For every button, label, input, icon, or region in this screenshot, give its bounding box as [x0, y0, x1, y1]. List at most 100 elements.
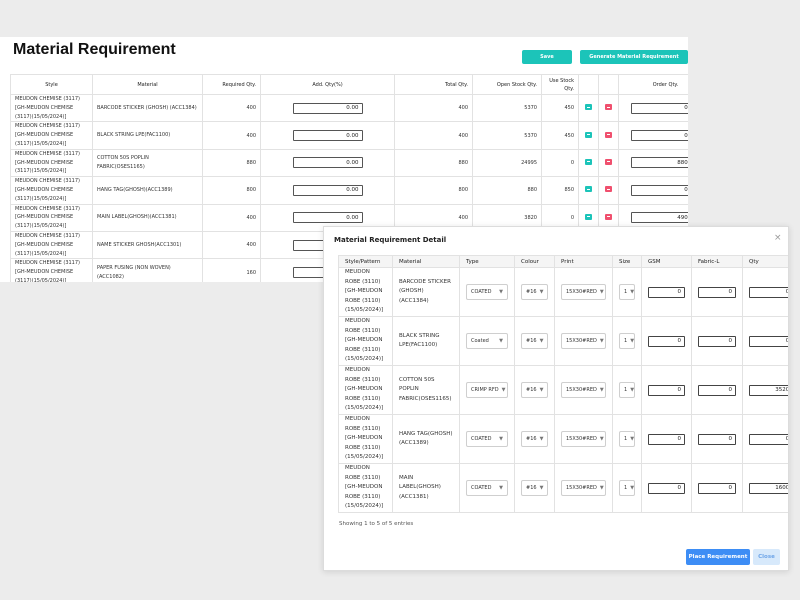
colour-select[interactable]: #16 ▼ — [521, 333, 548, 349]
col-header-add-qty: Add. Qty(%) — [260, 74, 395, 95]
minus-button[interactable] — [605, 158, 612, 165]
add-qty-input[interactable] — [292, 184, 363, 196]
cell-total-qty: 400 — [394, 93, 473, 123]
chevron-down-icon: ▼ — [539, 436, 544, 442]
size-select[interactable]: 1 ▼ — [619, 333, 635, 349]
order-qty-input[interactable] — [630, 212, 688, 224]
plus-button[interactable] — [585, 213, 592, 220]
minus-button[interactable] — [605, 104, 612, 111]
size-select[interactable]: 1 ▼ — [619, 431, 635, 447]
order-qty-input[interactable] — [630, 130, 688, 142]
type-value: COATED — [471, 436, 492, 442]
gsm-input[interactable] — [648, 384, 685, 396]
colour-select[interactable]: #16 ▼ — [521, 480, 548, 496]
fabric-l-input[interactable] — [698, 335, 736, 347]
add-qty-input[interactable] — [292, 212, 363, 224]
size-select[interactable]: 1 ▼ — [619, 284, 635, 300]
fabric-l-input[interactable] — [698, 384, 736, 396]
print-select[interactable]: 15X30#RED ▼ — [561, 431, 606, 447]
order-qty-input[interactable] — [630, 184, 688, 196]
place-requirement-button[interactable]: Place Requirement — [686, 549, 750, 565]
qty-input[interactable] — [749, 433, 788, 445]
add-qty-input[interactable] — [292, 102, 363, 114]
col-header-total-qty: Total Qty. — [394, 74, 473, 95]
cell-material: COTTON 50S POPLIN FABRIC(OSES1165) — [399, 376, 452, 402]
type-select[interactable]: COATED ▼ — [466, 480, 508, 496]
fabric-l-input[interactable] — [698, 286, 736, 298]
minus-button[interactable] — [605, 213, 612, 220]
type-value: COATED — [471, 289, 492, 295]
colour-value: #16 — [526, 387, 537, 393]
colour-select[interactable]: #16 ▼ — [521, 284, 548, 300]
order-qty-input[interactable] — [630, 102, 688, 114]
qty-input[interactable] — [749, 335, 788, 347]
chevron-down-icon: ▼ — [539, 485, 544, 491]
fabric-l-input[interactable] — [698, 433, 736, 445]
type-value: Coated — [471, 338, 489, 344]
size-select[interactable]: 1 ▼ — [619, 382, 635, 398]
close-button[interactable]: Close — [753, 549, 780, 565]
size-select[interactable]: 1 ▼ — [619, 480, 635, 496]
cell-material: PAPER FUSING (NON WOVEN) (ACC1082) — [97, 264, 171, 280]
table-row: MEUDON ROBE (3110) [GH-MEUDON ROBE (3110… — [338, 365, 788, 415]
gsm-input[interactable] — [648, 335, 685, 347]
minus-button[interactable] — [605, 186, 612, 193]
plus-button[interactable] — [585, 186, 592, 193]
minus-button[interactable] — [605, 131, 612, 138]
colour-value: #16 — [526, 436, 537, 442]
type-value: COATED — [471, 485, 492, 491]
print-select[interactable]: 15X30#RED ▼ — [561, 480, 606, 496]
type-select[interactable]: CRIMP RFD ▼ — [466, 382, 508, 398]
cell-required-qty: 160 — [202, 258, 261, 282]
qty-input[interactable] — [749, 286, 788, 298]
cell-required-qty: 400 — [202, 230, 261, 260]
add-qty-input[interactable] — [292, 157, 363, 169]
cell-style-pattern: MEUDON ROBE (3110) [GH-MEUDON ROBE (3110… — [345, 416, 384, 461]
gsm-input[interactable] — [648, 433, 685, 445]
plus-button[interactable] — [585, 104, 592, 111]
generate-material-requirement-button[interactable]: Generate Material Requirement — [580, 50, 688, 64]
type-select[interactable]: COATED ▼ — [466, 284, 508, 300]
cell-style-pattern: MEUDON ROBE (3110) [GH-MEUDON ROBE (3110… — [345, 269, 384, 314]
chevron-down-icon: ▼ — [599, 485, 604, 491]
type-select[interactable]: Coated ▼ — [466, 333, 508, 349]
cell-use-stock-qty: 850 — [541, 176, 579, 205]
size-value: 1 — [624, 485, 628, 491]
close-icon[interactable]: × — [774, 233, 782, 243]
table-row: MEUDON CHEMISE (3117) [GH-MEUDON CHEMISE… — [10, 93, 688, 123]
col-header-style: Style — [10, 74, 93, 95]
plus-button[interactable] — [585, 131, 592, 138]
col-header-order-qty: Order Qty. — [618, 74, 688, 95]
print-select[interactable]: 15X30#RED ▼ — [561, 284, 606, 300]
qty-input[interactable] — [749, 384, 788, 396]
gsm-input[interactable] — [648, 482, 685, 494]
type-select[interactable]: COATED ▼ — [466, 431, 508, 447]
print-select[interactable]: 15X30#RED ▼ — [561, 382, 606, 398]
col-header-size: Size — [612, 255, 642, 268]
cell-material: MAIN LABEL(GHOSH) (ACC1381) — [399, 474, 441, 500]
gsm-input[interactable] — [648, 286, 685, 298]
chevron-down-icon: ▼ — [499, 289, 503, 295]
col-header-colour: Colour — [514, 255, 555, 268]
colour-select[interactable]: #16 ▼ — [521, 382, 548, 398]
col-header-material: Material — [392, 255, 460, 268]
fabric-l-input[interactable] — [698, 482, 736, 494]
cell-required-qty: 400 — [202, 121, 261, 150]
cell-open-stock-qty: 24995 — [472, 148, 542, 178]
table-row: MEUDON CHEMISE (3117) [GH-MEUDON CHEMISE… — [10, 121, 688, 150]
plus-button[interactable] — [585, 158, 592, 165]
cell-material: BLACK STRING LPE(FAC1100) — [97, 132, 171, 139]
cell-material: BARCODE STICKER (GHOSH) (ACC1384) — [97, 104, 197, 111]
cell-use-stock-qty: 0 — [541, 148, 579, 178]
colour-select[interactable]: #16 ▼ — [521, 431, 548, 447]
colour-value: #16 — [526, 338, 537, 344]
colour-value: #16 — [526, 289, 537, 295]
order-qty-input[interactable] — [630, 157, 688, 169]
col-header-type: Type — [459, 255, 515, 268]
table-row: MEUDON ROBE (3110) [GH-MEUDON ROBE (3110… — [338, 463, 788, 513]
add-qty-input[interactable] — [292, 130, 363, 142]
print-select[interactable]: 15X30#RED ▼ — [561, 333, 606, 349]
qty-input[interactable] — [749, 482, 788, 494]
chevron-down-icon: ▼ — [599, 338, 604, 344]
save-button[interactable]: Save — [522, 50, 572, 64]
